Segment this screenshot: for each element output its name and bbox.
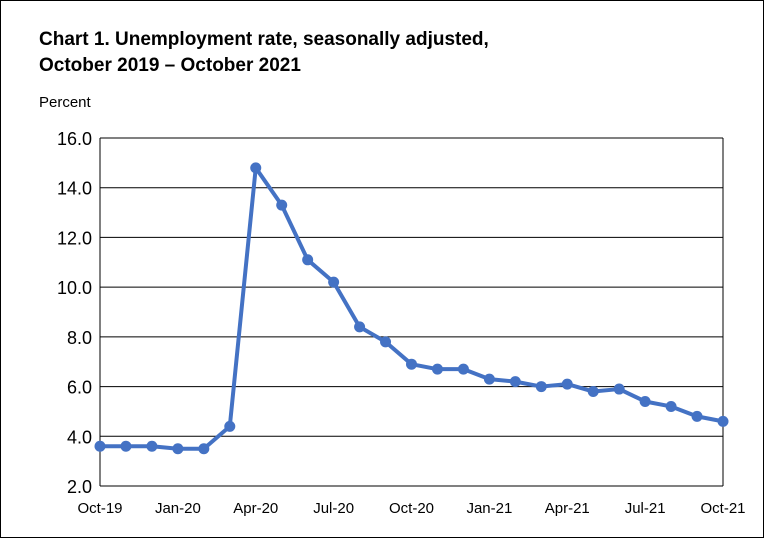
chart-title-line-1: Chart 1. Unemployment rate, seasonally a…	[39, 29, 489, 50]
y-tick-label: 6.0	[67, 378, 92, 398]
data-point	[717, 415, 729, 427]
data-point	[380, 336, 392, 348]
data-point	[561, 378, 573, 390]
x-tick-label: Jul-20	[313, 500, 354, 517]
data-point	[639, 395, 651, 407]
data-point	[354, 321, 366, 333]
data-point	[457, 363, 469, 375]
data-point	[328, 276, 340, 288]
data-point	[146, 440, 158, 452]
y-axis-label: Percent	[39, 94, 91, 111]
data-point	[302, 254, 314, 266]
data-point	[406, 358, 417, 370]
chart-title: Chart 1. Unemployment rate, seasonally a…	[39, 27, 489, 79]
x-tick-label: Apr-21	[545, 500, 590, 517]
x-tick-label: Jul-21	[625, 500, 666, 517]
y-tick-label: 8.0	[67, 328, 92, 348]
x-tick-label: Jan-21	[466, 500, 512, 517]
x-tick-label: Oct-21	[700, 500, 745, 517]
series-line	[98, 165, 725, 451]
y-tick-label: 10.0	[57, 278, 92, 298]
data-point	[276, 199, 288, 211]
data-point	[120, 440, 132, 452]
x-tick-label: Apr-20	[233, 500, 278, 517]
data-point	[172, 443, 184, 455]
y-tick-label: 2.0	[67, 477, 92, 497]
y-tick-label: 4.0	[67, 427, 92, 447]
x-tick-label: Jan-20	[155, 500, 201, 517]
y-tick-label: 16.0	[57, 129, 92, 149]
chart-title-line-2: October 2019 – October 2021	[39, 55, 301, 76]
data-point	[224, 420, 236, 432]
data-point	[431, 363, 443, 375]
data-point	[535, 381, 547, 393]
data-point	[691, 410, 703, 422]
data-point	[665, 400, 677, 412]
y-tick-label: 14.0	[57, 179, 92, 199]
data-point	[613, 383, 625, 395]
x-tick-label: Oct-19	[77, 500, 122, 517]
data-point	[94, 440, 106, 452]
data-point	[587, 386, 599, 398]
data-point	[509, 376, 521, 388]
y-tick-label: 12.0	[57, 228, 92, 248]
data-point	[483, 373, 495, 385]
data-point	[198, 443, 210, 455]
x-tick-label: Oct-20	[389, 500, 434, 517]
data-point	[250, 162, 262, 174]
